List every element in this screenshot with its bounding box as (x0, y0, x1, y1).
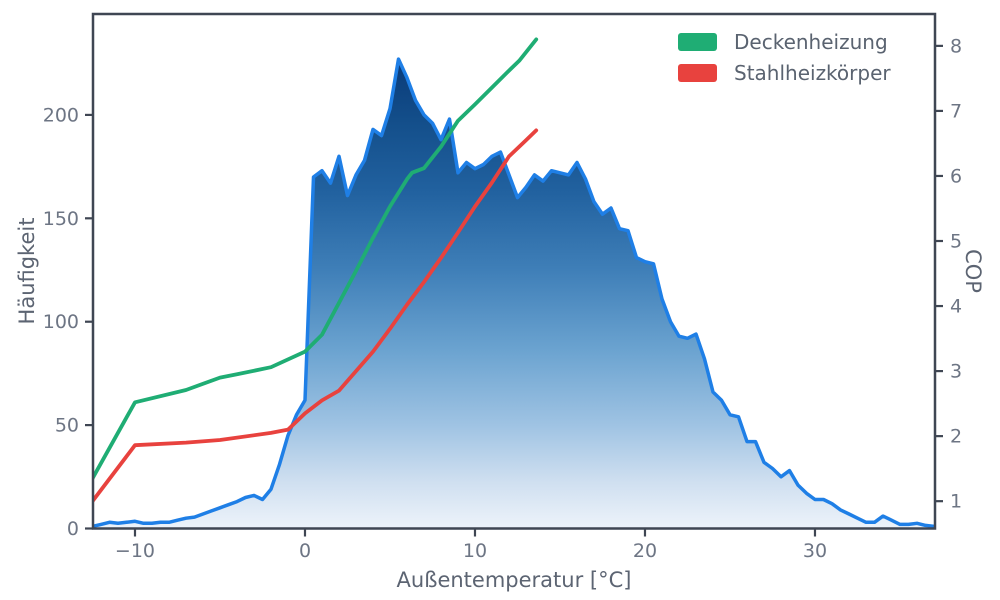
stahlheizkoerper-line (93, 128, 539, 504)
histogram-line (93, 57, 935, 529)
x-tick-label: 10 (463, 540, 487, 562)
legend-item-deckenheizung: Deckenheizung (678, 30, 891, 54)
legend: Deckenheizung Stahlheizkörper (678, 30, 891, 95)
x-tick-label: −10 (115, 540, 155, 562)
series-layer (93, 37, 935, 529)
x-tick-label: 0 (299, 540, 311, 562)
legend-swatch-deckenheizung (678, 33, 717, 51)
x-tick-label: 20 (633, 540, 657, 562)
y-right-tick-label: 8 (950, 35, 962, 57)
y-right-tick-label: 3 (950, 361, 962, 383)
y-right-tick-label: 6 (950, 165, 962, 187)
deckenheizung-line (93, 37, 539, 481)
y-right-tick-label: 1 (950, 491, 962, 513)
x-axis-label: Außentemperatur [°C] (396, 568, 632, 592)
y-left-tick-label: 150 (43, 208, 79, 230)
histogram-area (93, 59, 934, 529)
legend-swatch-stahlheizkoerper (678, 64, 717, 82)
y-right-tick-label: 5 (950, 231, 962, 253)
y-left-tick-label: 0 (67, 518, 79, 540)
y-left-tick-label: 200 (43, 104, 79, 126)
y-right-tick-label: 2 (950, 426, 962, 448)
plot-spines (91, 12, 937, 530)
y-axis-label-left: Häufigkeit (15, 217, 39, 325)
legend-label-stahlheizkoerper: Stahlheizkörper (734, 61, 891, 85)
legend-label-deckenheizung: Deckenheizung (734, 30, 888, 54)
x-tick-label: 30 (803, 540, 827, 562)
y-right-tick-label: 7 (950, 100, 962, 122)
ticks-layer: −10 0 10 20 30 0 50 100 150 200 1 2 3 4 5 6 7 8 (43, 35, 962, 562)
y-left-tick-label: 50 (55, 415, 79, 437)
y-axis-label-right: COP (961, 249, 985, 293)
legend-item-stahlheizkoerper: Stahlheizkörper (678, 61, 891, 85)
y-right-tick-label: 4 (950, 296, 962, 318)
y-left-tick-label: 100 (43, 311, 79, 333)
